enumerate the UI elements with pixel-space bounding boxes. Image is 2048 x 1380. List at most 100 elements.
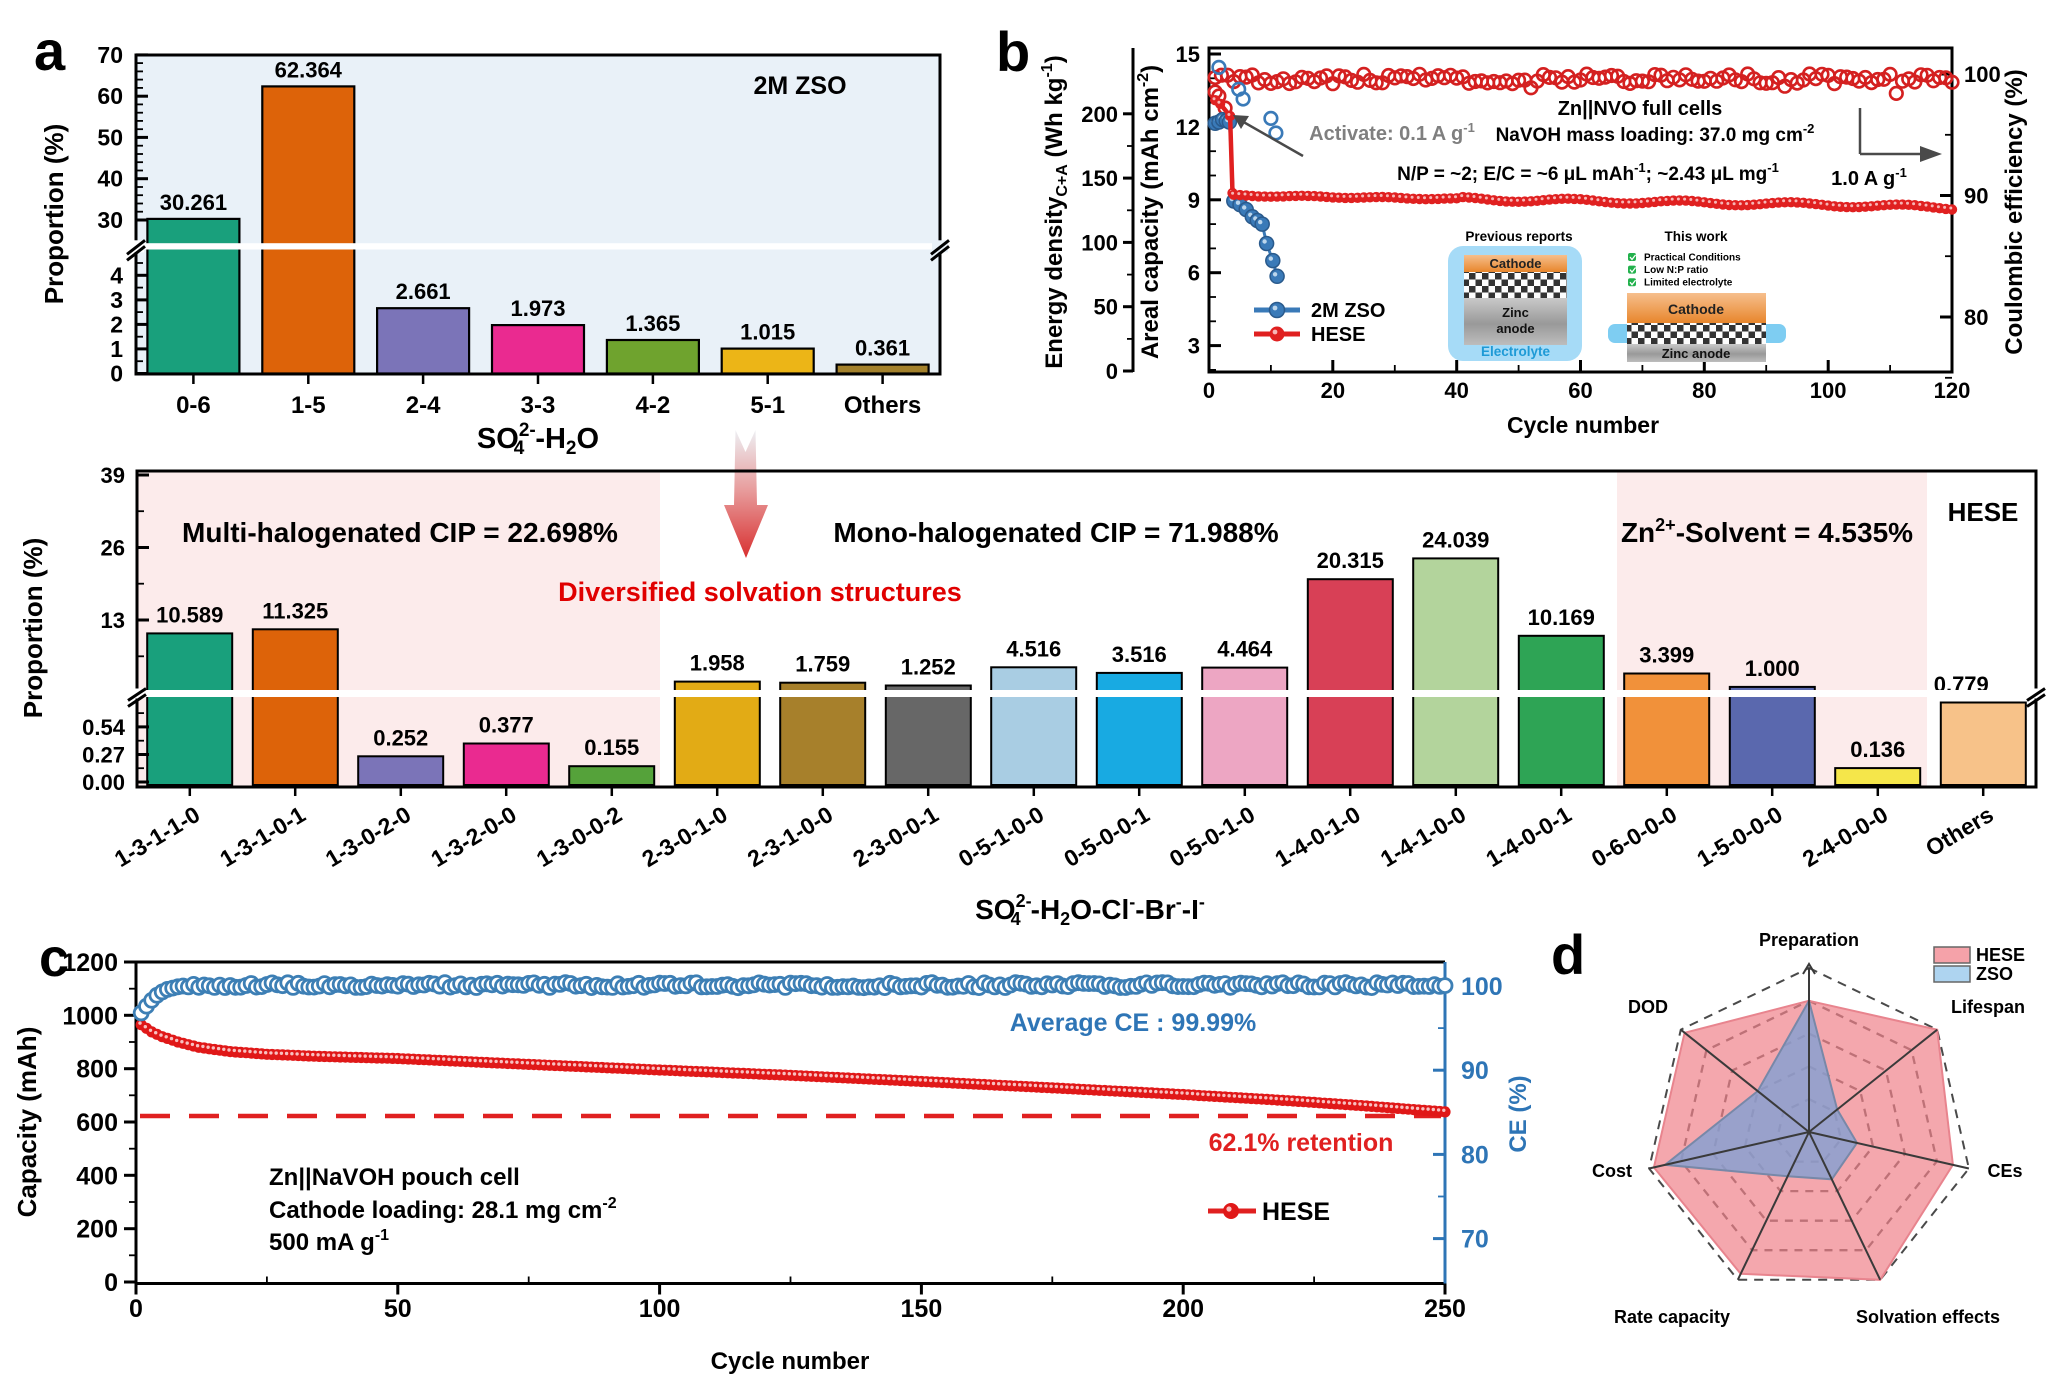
svg-text:0.54: 0.54: [82, 715, 126, 740]
svg-text:20.315: 20.315: [1317, 548, 1384, 573]
svg-text:anode: anode: [1496, 321, 1534, 336]
svg-text:40: 40: [97, 166, 123, 192]
svg-text:90: 90: [1964, 184, 1988, 209]
svg-text:CEs: CEs: [1987, 1161, 2022, 1181]
svg-text:3.516: 3.516: [1112, 642, 1167, 667]
svg-text:0.136: 0.136: [1850, 737, 1905, 762]
svg-text:Cathode: Cathode: [1668, 301, 1724, 317]
svg-text:Preparation: Preparation: [1759, 930, 1859, 950]
svg-text:Cycle number: Cycle number: [711, 1348, 870, 1375]
svg-text:Limited electrolyte: Limited electrolyte: [1644, 278, 1733, 289]
svg-text:0.252: 0.252: [373, 725, 428, 750]
svg-text:400: 400: [76, 1162, 118, 1190]
svg-text:0: 0: [1106, 359, 1118, 384]
svg-text:15: 15: [1176, 42, 1200, 67]
svg-text:Cost: Cost: [1592, 1161, 1632, 1181]
svg-text:1.759: 1.759: [795, 652, 850, 677]
svg-text:60: 60: [97, 83, 123, 109]
svg-text:Lifespan: Lifespan: [1951, 997, 2025, 1017]
svg-text:1.958: 1.958: [690, 651, 745, 676]
svg-text:SO2-4​-H2​O: SO2-4​-H2​O: [477, 420, 599, 459]
svg-text:0: 0: [104, 1269, 118, 1297]
svg-text:NaVOH mass loading: 37.0 mg cm: NaVOH mass loading: 37.0 mg cm-2​: [1496, 121, 1815, 146]
svg-text:Mono-halogenated CIP = 71.988%: Mono-halogenated CIP = 71.988%: [833, 517, 1278, 548]
svg-text:Cathode loading: 28.1 mg cm-2​: Cathode loading: 28.1 mg cm-2​: [269, 1195, 617, 1224]
svg-text:0.00: 0.00: [82, 770, 125, 795]
svg-text:HESE: HESE: [1976, 945, 2025, 965]
svg-text:1.015: 1.015: [740, 320, 795, 345]
svg-text:CE (%): CE (%): [1505, 1075, 1532, 1152]
svg-text:80: 80: [1692, 378, 1716, 403]
svg-text:0.377: 0.377: [479, 713, 534, 738]
svg-text:90: 90: [1461, 1057, 1489, 1085]
svg-text:SO2-4​-H2​O-Cl-​-Br-​-I-​: SO2-4​-H2​O-Cl-​-Br-​-I-​: [975, 891, 1205, 929]
svg-text:d: d: [1551, 923, 1585, 986]
svg-text:800: 800: [76, 1056, 118, 1084]
svg-text:3-3: 3-3: [521, 392, 556, 419]
svg-text:500 mA g-1​: 500 mA g-1​: [269, 1227, 389, 1256]
svg-text:4.464: 4.464: [1217, 637, 1273, 662]
svg-text:5-1: 5-1: [750, 392, 785, 419]
svg-text:HESE: HESE: [1311, 324, 1365, 346]
svg-text:100: 100: [1461, 973, 1503, 1001]
svg-text:30: 30: [97, 207, 123, 233]
svg-text:10.169: 10.169: [1528, 605, 1595, 630]
svg-text:0.27: 0.27: [82, 742, 125, 767]
svg-text:Proportion (%): Proportion (%): [18, 538, 48, 719]
svg-text:11.325: 11.325: [262, 598, 328, 623]
svg-text:Zn||NVO full cells: Zn||NVO full cells: [1558, 98, 1723, 120]
svg-text:1.000: 1.000: [1745, 656, 1800, 681]
svg-text:6: 6: [1188, 261, 1200, 286]
svg-text:a: a: [34, 19, 66, 82]
svg-text:ZSO: ZSO: [1976, 964, 2013, 984]
svg-text:200: 200: [1081, 102, 1118, 127]
svg-text:60: 60: [1568, 378, 1592, 403]
svg-text:0.155: 0.155: [584, 735, 639, 760]
svg-text:70: 70: [97, 42, 123, 68]
svg-text:4-2: 4-2: [636, 392, 671, 419]
svg-text:26: 26: [101, 535, 125, 560]
svg-text:0: 0: [129, 1295, 143, 1323]
svg-text:120: 120: [1934, 378, 1971, 403]
svg-text:Previous reports: Previous reports: [1465, 229, 1572, 244]
svg-text:9: 9: [1188, 188, 1200, 213]
svg-text:40: 40: [1444, 378, 1468, 403]
svg-text:This work: This work: [1664, 229, 1728, 244]
svg-text:N/P = ~2; E/C = ~6 μL mAh-1​;: N/P = ~2; E/C = ~6 μL mAh-1​; ~2.43 μL m…: [1397, 160, 1779, 185]
svg-text:Average CE : 99.99%: Average CE : 99.99%: [1010, 1009, 1256, 1037]
svg-text:100: 100: [1081, 230, 1118, 255]
svg-text:250: 250: [1424, 1295, 1466, 1323]
svg-text:50: 50: [384, 1295, 412, 1323]
svg-text:80: 80: [1964, 305, 1988, 330]
svg-text:10.589: 10.589: [156, 602, 223, 627]
svg-text:24.039: 24.039: [1422, 527, 1489, 552]
svg-text:Activate: 0.1 A g-1​: Activate: 0.1 A g-1​: [1309, 120, 1475, 145]
svg-text:62.1% retention: 62.1% retention: [1209, 1129, 1394, 1157]
svg-text:50: 50: [97, 124, 123, 150]
svg-text:1.0 A g-1​: 1.0 A g-1​: [1831, 165, 1907, 190]
svg-text:0: 0: [1203, 378, 1215, 403]
svg-text:0: 0: [110, 361, 123, 387]
svg-text:3: 3: [110, 287, 123, 313]
svg-text:Cathode: Cathode: [1490, 256, 1542, 271]
svg-text:1000: 1000: [62, 1002, 118, 1030]
svg-text:1: 1: [110, 336, 123, 362]
svg-text:13: 13: [101, 608, 125, 633]
svg-text:Zinc anode: Zinc anode: [1662, 346, 1731, 361]
svg-text:Coulombic efficiency (%): Coulombic efficiency (%): [2001, 69, 2028, 354]
svg-text:150: 150: [901, 1295, 943, 1323]
svg-text:HESE: HESE: [1948, 497, 2019, 527]
svg-text:200: 200: [1162, 1295, 1204, 1323]
svg-text:4: 4: [110, 262, 123, 288]
svg-text:1.252: 1.252: [901, 655, 956, 680]
svg-text:0.361: 0.361: [855, 336, 910, 361]
svg-text:4.516: 4.516: [1006, 636, 1061, 661]
svg-text:Proportion (%): Proportion (%): [39, 124, 69, 305]
svg-text:12: 12: [1176, 115, 1200, 140]
svg-text:1200: 1200: [62, 949, 118, 977]
svg-text:39: 39: [101, 463, 125, 488]
svg-text:70: 70: [1461, 1226, 1489, 1254]
svg-text:Zinc: Zinc: [1502, 305, 1529, 320]
svg-text:3: 3: [1188, 334, 1200, 359]
svg-text:Diversified solvation structur: Diversified solvation structures: [558, 577, 962, 607]
